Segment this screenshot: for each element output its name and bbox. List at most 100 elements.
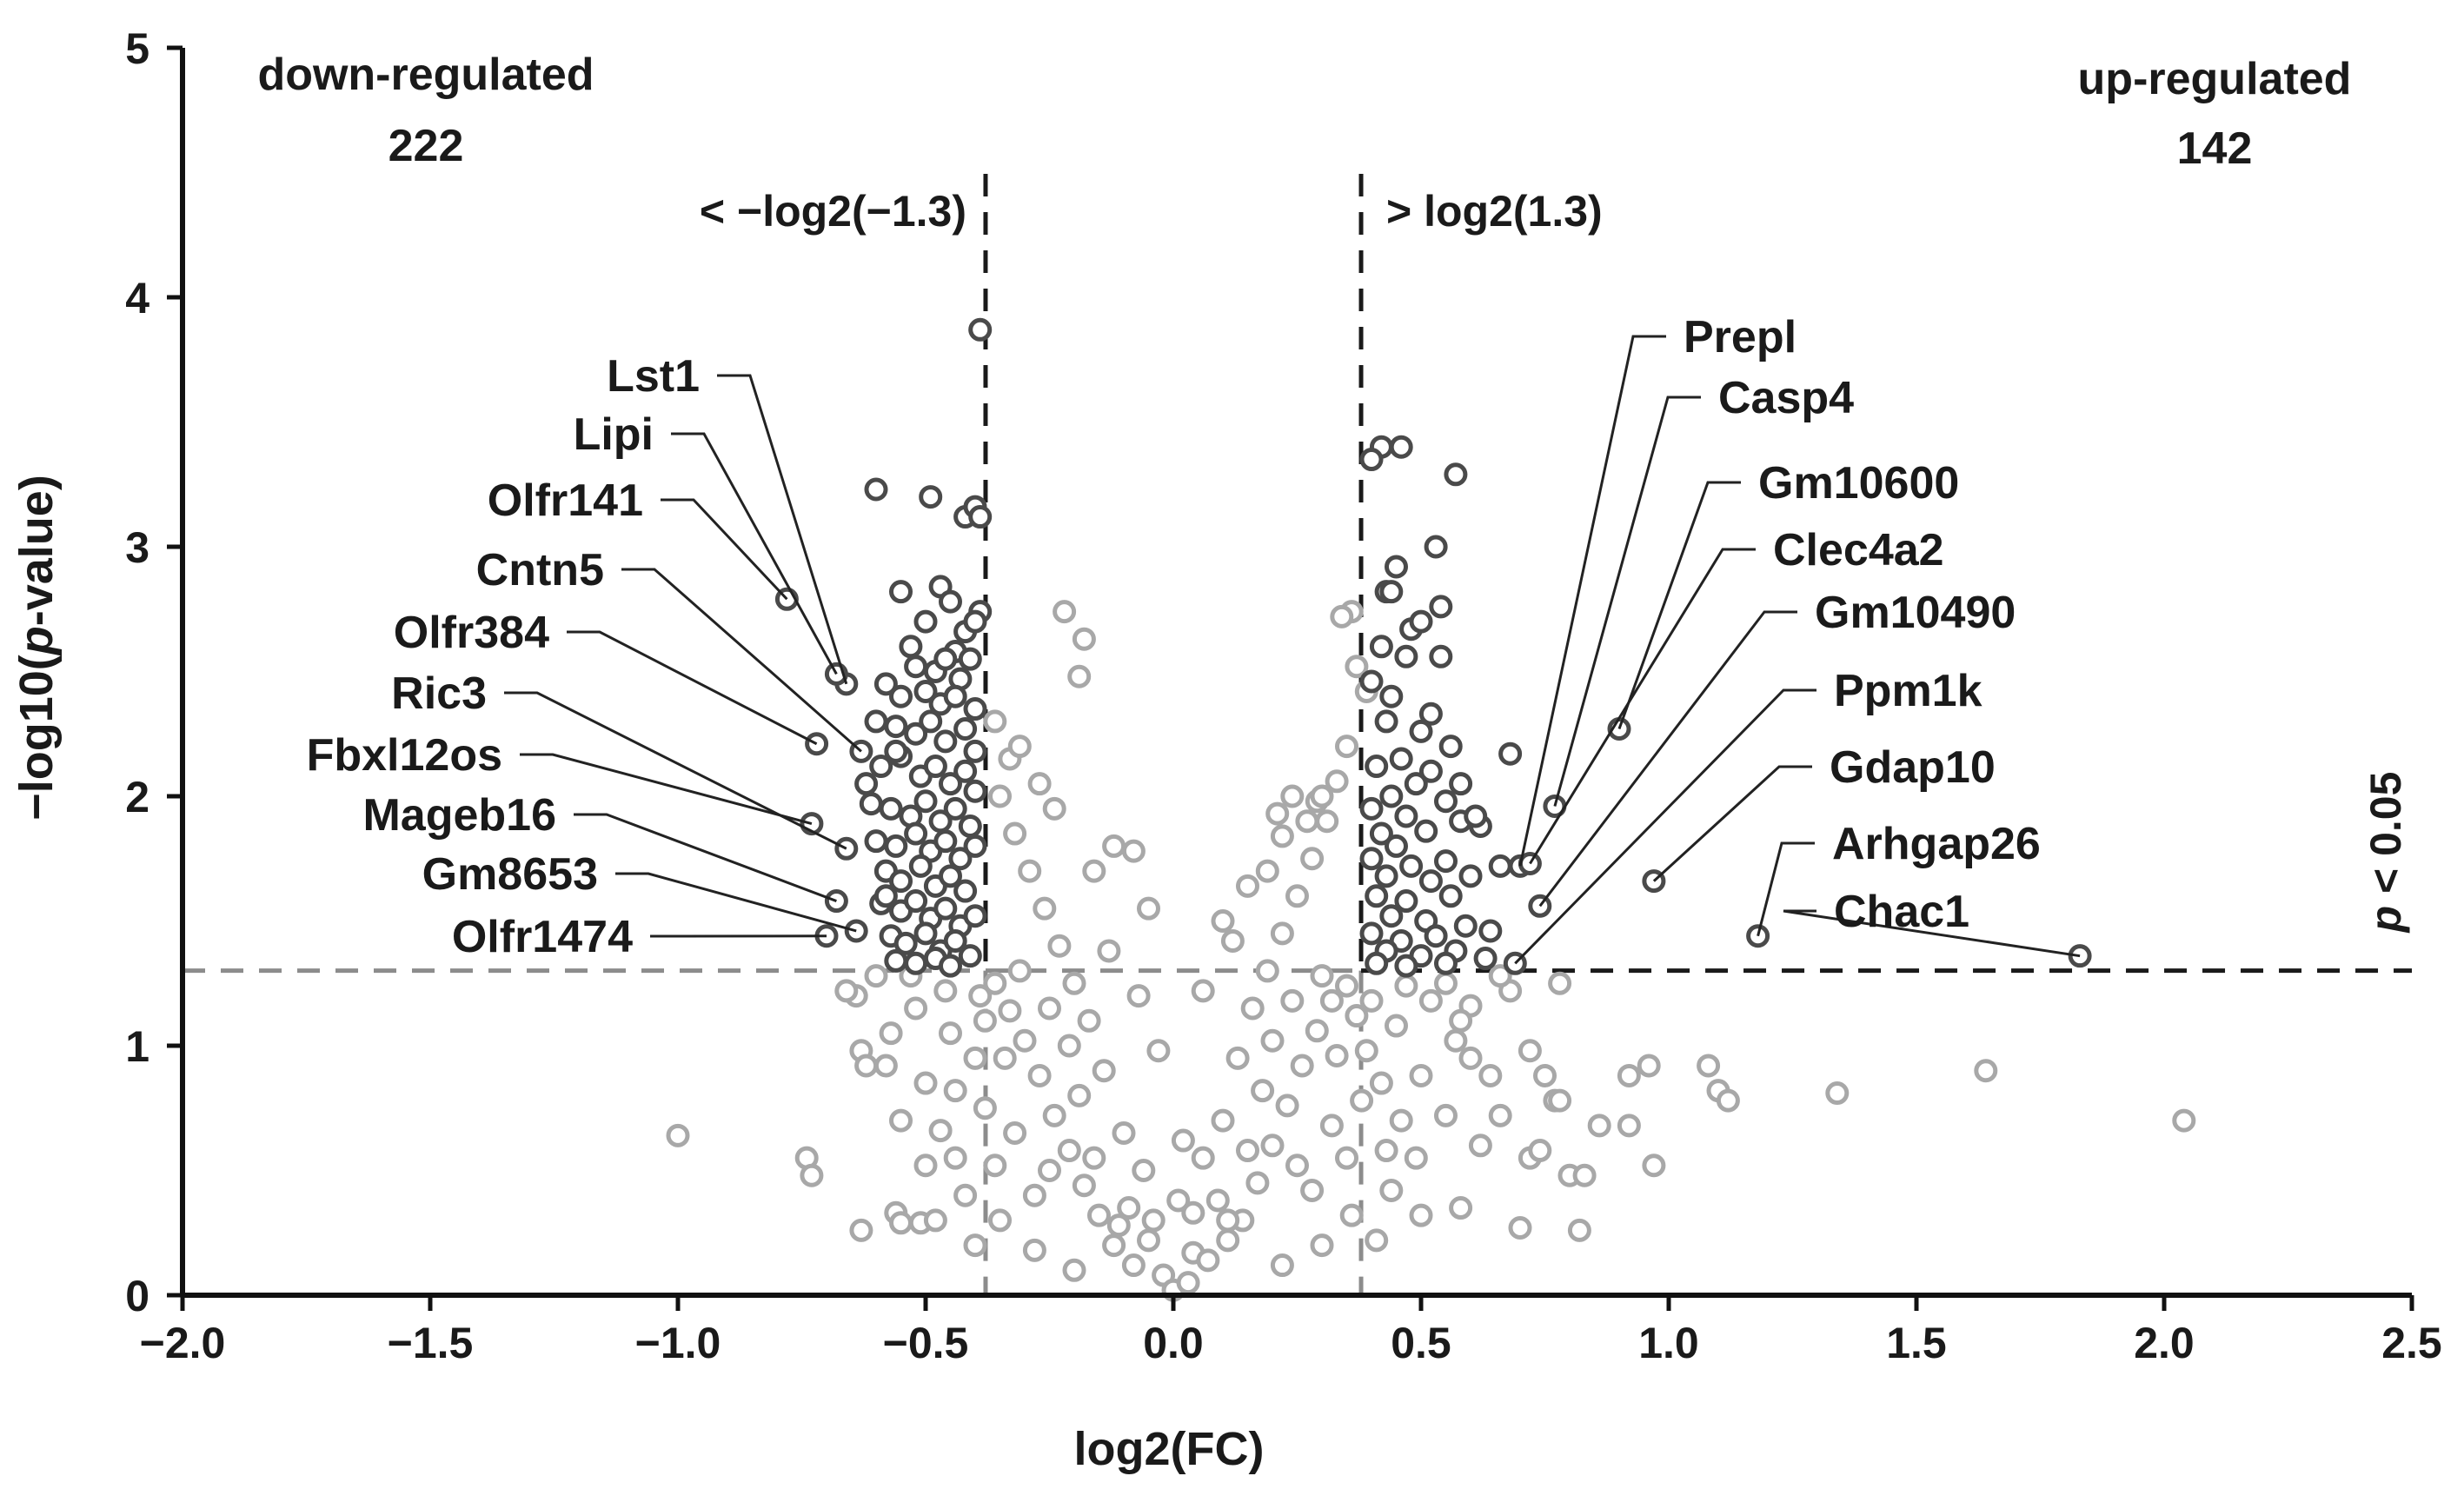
significant-point	[963, 609, 987, 634]
significant-point	[1498, 741, 1523, 766]
nonsignificant-point	[1240, 996, 1265, 1021]
nonsignificant-point	[1488, 1103, 1512, 1127]
nonsignificant-point	[1033, 896, 1057, 921]
significant-point	[963, 739, 987, 763]
nonsignificant-point	[1042, 796, 1066, 821]
nonsignificant-point	[1126, 984, 1151, 1008]
nonsignificant-point	[1548, 971, 1572, 995]
significant-point	[958, 814, 982, 838]
nonsignificant-point	[1642, 1154, 1666, 1178]
nonsignificant-point	[1449, 1196, 1473, 1220]
nonsignificant-point	[904, 996, 928, 1021]
y-tick-label: 2	[125, 773, 149, 821]
nonsignificant-point	[1057, 1139, 1081, 1163]
down-regulated-count: 222	[389, 121, 464, 171]
nonsignificant-point	[1141, 1208, 1166, 1233]
nonsignificant-point	[1236, 1139, 1259, 1163]
nonsignificant-point	[1359, 988, 1384, 1013]
nonsignificant-point	[1211, 1108, 1235, 1133]
nonsignificant-point	[1394, 974, 1418, 998]
significant-point	[963, 834, 987, 858]
significant-point	[1399, 854, 1424, 878]
nonsignificant-point	[1022, 1238, 1046, 1262]
nonsignificant-point	[1345, 655, 1369, 679]
nonsignificant-point	[953, 1183, 978, 1207]
nonsignificant-point	[983, 971, 1007, 995]
significant-point	[1414, 819, 1438, 843]
significant-point	[1365, 884, 1389, 908]
nonsignificant-point	[1038, 1159, 1061, 1182]
nonsignificant-point	[1027, 772, 1052, 796]
nonsignificant-point	[1072, 627, 1096, 651]
nonsignificant-point	[1018, 859, 1042, 883]
significant-point	[963, 697, 987, 721]
nonsignificant-point	[1716, 1088, 1740, 1113]
nonsignificant-point	[998, 999, 1022, 1023]
significant-point	[1409, 719, 1433, 743]
nonsignificant-point	[1216, 1208, 1240, 1233]
nonsignificant-point	[1181, 1200, 1205, 1225]
leader-line-prepl	[1518, 335, 1666, 867]
leader-line-clec4a2	[1529, 548, 1756, 865]
nonsignificant-point	[1102, 834, 1126, 858]
p-threshold-value: < 0.05	[2361, 772, 2410, 906]
nonsignificant-point	[1404, 1146, 1428, 1170]
significant-point	[873, 672, 898, 696]
significant-point	[963, 904, 987, 928]
nonsignificant-point	[1270, 921, 1294, 946]
gene-label-gdap10: Gdap10	[1830, 742, 1996, 793]
nonsignificant-point	[1205, 1188, 1230, 1213]
significant-point	[913, 921, 938, 946]
significant-point	[1379, 684, 1404, 708]
nonsignificant-point	[1053, 600, 1077, 624]
nonsignificant-point	[1409, 1063, 1433, 1087]
nonsignificant-point	[1057, 1034, 1081, 1058]
nonsignificant-point	[1319, 1114, 1344, 1138]
significant-point	[1359, 796, 1384, 821]
nonsignificant-point	[1533, 1063, 1557, 1087]
significant-point	[939, 589, 962, 614]
leader-line-gm10600	[1617, 481, 1741, 730]
significant-point	[884, 948, 908, 973]
significant-point	[943, 796, 967, 821]
nonsignificant-point	[1310, 964, 1334, 988]
up-regulated-count: 142	[2177, 123, 2253, 174]
nonsignificant-point	[939, 1021, 962, 1046]
significant-point	[1434, 849, 1458, 874]
nonsignificant-point	[1315, 809, 1339, 834]
leader-line-fbxl12os	[520, 753, 813, 826]
significant-point	[1394, 954, 1418, 978]
nonsignificant-point	[1280, 988, 1305, 1013]
significant-point	[884, 834, 908, 858]
gene-label-olfr141: Olfr141	[488, 475, 643, 526]
nonsignificant-point	[1137, 1228, 1160, 1253]
nonsignificant-point	[1211, 909, 1235, 933]
nonsignificant-point	[1166, 1188, 1191, 1213]
significant-point	[953, 717, 978, 741]
nonsignificant-point	[1255, 859, 1279, 883]
nonsignificant-point	[1038, 996, 1061, 1021]
significant-point	[933, 647, 958, 671]
nonsignificant-point	[1330, 604, 1354, 628]
nonsignificant-point	[1528, 1139, 1552, 1163]
nonsignificant-point	[1617, 1114, 1641, 1138]
y-axis-ticks: 0 1 2 3 4 5	[125, 24, 183, 1320]
nonsignificant-point	[1285, 884, 1309, 908]
significant-point	[1464, 804, 1488, 828]
gene-label-ppm1k: Ppm1k	[1834, 666, 1982, 716]
nonsignificant-point	[1468, 1134, 1492, 1158]
significant-point	[884, 715, 908, 739]
nonsignificant-point	[1191, 979, 1215, 1003]
significant-point	[958, 647, 982, 671]
y-axis-title-prefix: −log10(	[10, 655, 63, 821]
significant-point	[1449, 772, 1473, 796]
nonsignificant-point	[1072, 1174, 1096, 1198]
significant-point	[1434, 789, 1458, 814]
gene-label-mageb16: Mageb16	[362, 790, 556, 841]
significant-point	[1389, 435, 1413, 459]
significant-point	[953, 879, 978, 903]
gene-label-lst1: Lst1	[607, 351, 700, 402]
x-tick-label: −2.0	[140, 1319, 226, 1367]
nonsignificant-point	[1339, 1203, 1364, 1227]
nonsignificant-point	[1260, 1028, 1285, 1053]
